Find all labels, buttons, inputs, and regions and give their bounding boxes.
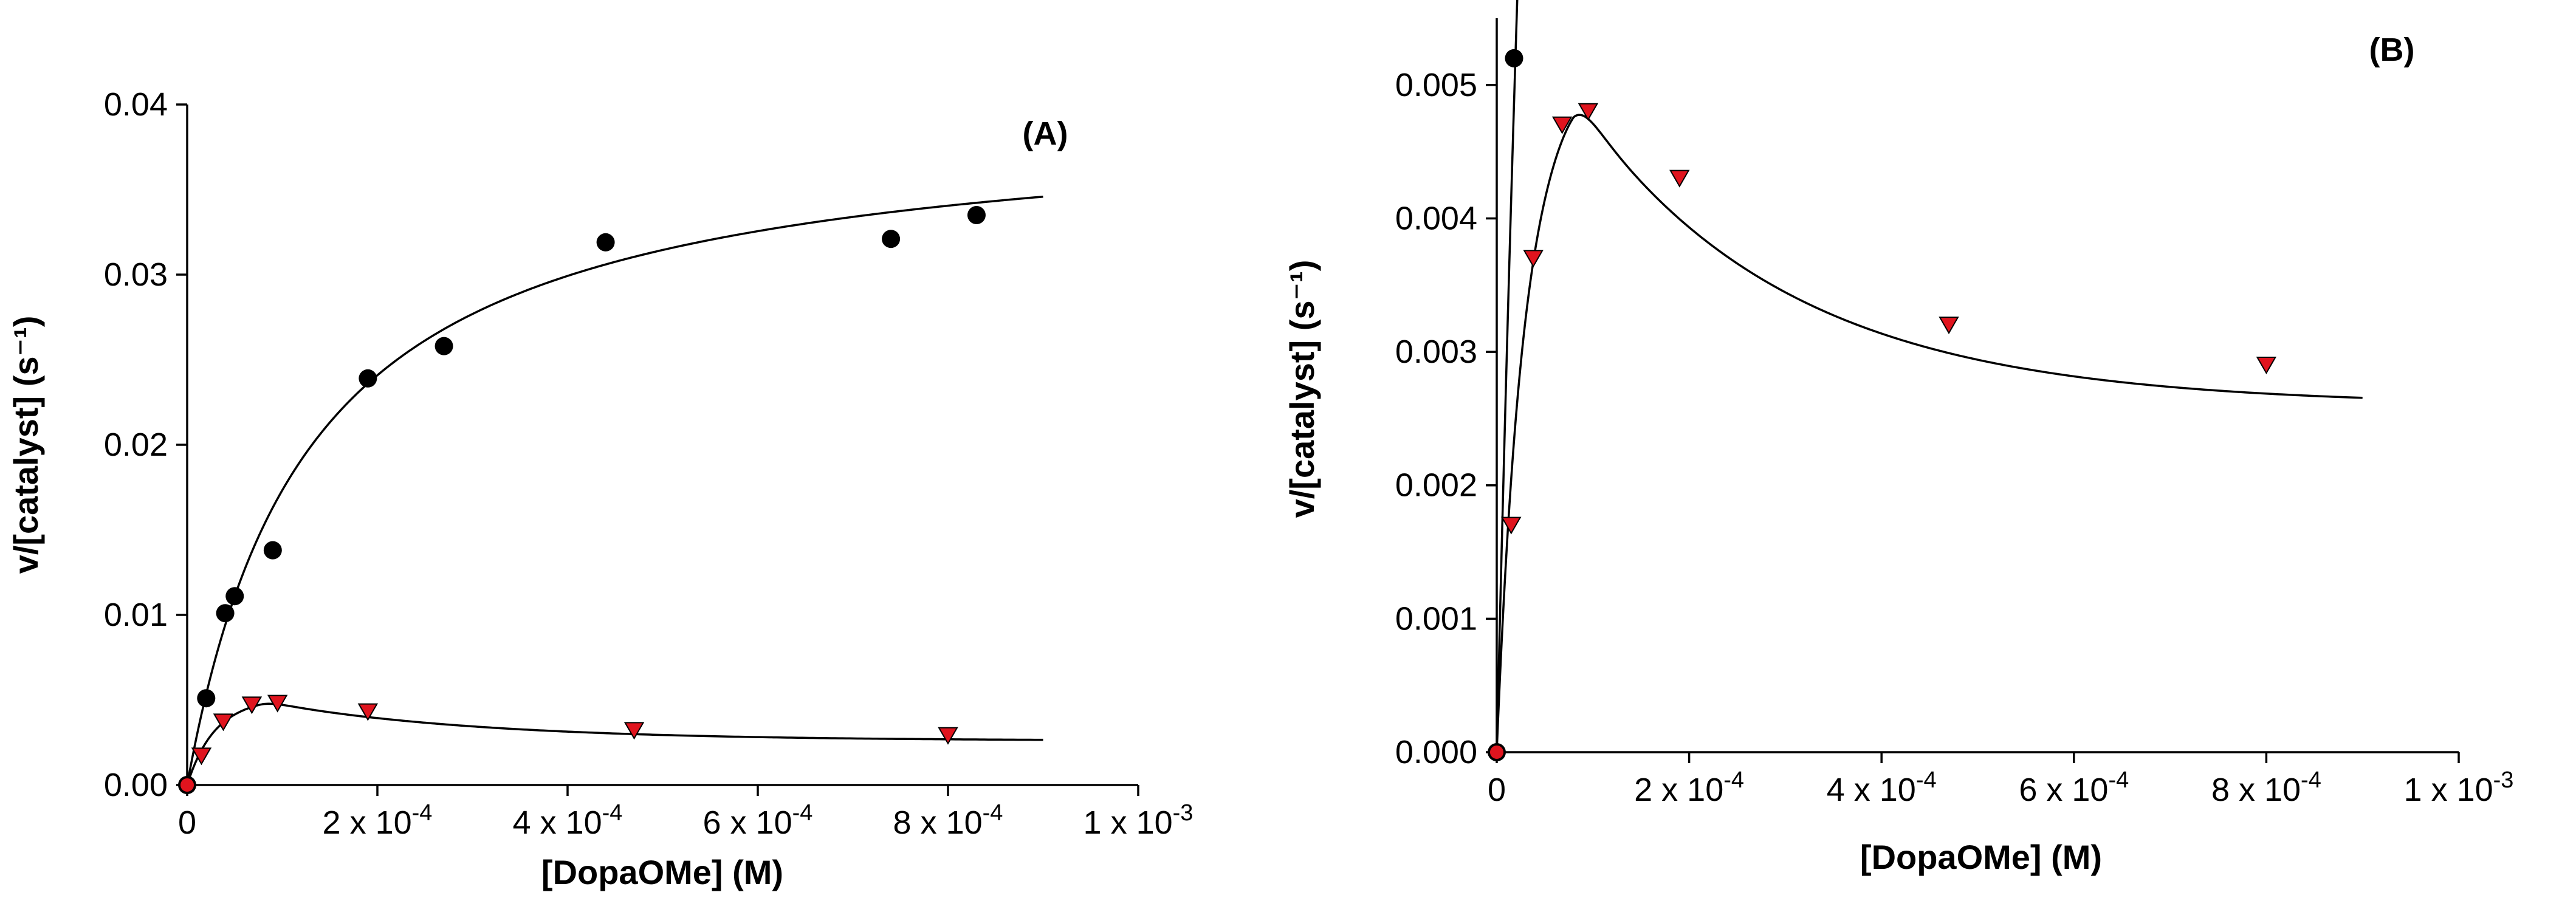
data-point-circle bbox=[1505, 49, 1523, 67]
data-point-triangle bbox=[213, 713, 234, 732]
data-point-triangle bbox=[2256, 357, 2277, 375]
y-tick-label: 0.00 bbox=[104, 767, 168, 803]
data-point-triangle bbox=[191, 747, 212, 766]
fit-curve-red bbox=[1496, 114, 2363, 752]
data-point-circle bbox=[216, 604, 235, 623]
data-point-circle bbox=[359, 369, 377, 388]
data-point-triangle bbox=[1501, 516, 1522, 535]
data-point-circle bbox=[967, 206, 986, 224]
x-tick-label: 2 x 10-4 bbox=[1634, 767, 1744, 808]
panel-label: (B) bbox=[2369, 32, 2415, 68]
data-point-triangle bbox=[1669, 170, 1690, 188]
data-point-origin bbox=[1489, 744, 1505, 760]
y-tick-label: 0.004 bbox=[1395, 200, 1477, 236]
x-tick-label: 8 x 10-4 bbox=[893, 800, 1003, 841]
data-point-triangle bbox=[1939, 317, 1959, 335]
x-tick-label: 4 x 10-4 bbox=[1827, 767, 1937, 808]
x-tick-label: 1 x 10-3 bbox=[2404, 767, 2514, 808]
data-point-triangle bbox=[241, 696, 263, 715]
data-point-circle bbox=[263, 541, 282, 560]
y-tick-label: 0.03 bbox=[104, 256, 168, 293]
data-point-triangle bbox=[1578, 103, 1599, 121]
data-point-triangle bbox=[1523, 250, 1544, 268]
x-tick-label: 8 x 10-4 bbox=[2211, 767, 2321, 808]
data-point-triangle bbox=[267, 694, 288, 713]
x-tick-label: 6 x 10-4 bbox=[703, 800, 813, 841]
y-axis-title: v/[catalyst] (s⁻¹) bbox=[7, 316, 45, 574]
x-tick-label: 0 bbox=[178, 804, 196, 841]
y-tick-label: 0.02 bbox=[104, 427, 168, 463]
x-tick-label: 2 x 10-4 bbox=[323, 800, 433, 841]
data-point-circle bbox=[434, 337, 453, 355]
y-tick-label: 0.002 bbox=[1395, 467, 1477, 504]
x-tick-label: 0 bbox=[1488, 772, 1506, 808]
panel-a: 0.00 0.01 0.02 0.03 0.04 0 2 x 10-4 4 x 10-4 6 x… bbox=[7, 86, 1193, 891]
x-tick-label: 6 x 10-4 bbox=[2019, 767, 2129, 808]
x-tick-label: 1 x 10-3 bbox=[1084, 800, 1194, 841]
panel-label: (A) bbox=[1023, 115, 1068, 152]
data-point-circle bbox=[225, 587, 244, 606]
x-tick-label: 4 x 10-4 bbox=[513, 800, 623, 841]
x-axis-title: [DopaOMe] (M) bbox=[1860, 838, 2102, 876]
y-axis-title: v/[catalyst] (s⁻¹) bbox=[1283, 260, 1321, 518]
data-point-triangle bbox=[938, 727, 958, 745]
panel-b: 0.000 0.001 0.002 0.003 0.004 0.005 0 2 x 10-4 4… bbox=[1283, 0, 2513, 876]
y-tick-label: 0.04 bbox=[104, 86, 168, 123]
y-tick-label: 0.005 bbox=[1395, 67, 1477, 103]
data-point-triangle bbox=[623, 722, 645, 740]
data-point-triangle bbox=[1551, 116, 1573, 134]
y-tick-label: 0.01 bbox=[104, 597, 168, 633]
fit-curve-black bbox=[186, 195, 1043, 786]
fit-curve-red bbox=[186, 702, 1043, 786]
data-point-circle bbox=[197, 689, 216, 708]
x-axis-title: [DopaOMe] (M) bbox=[541, 853, 783, 891]
y-tick-label: 0.001 bbox=[1395, 600, 1477, 637]
y-tick-label: 0.000 bbox=[1395, 734, 1477, 770]
data-point-circle bbox=[882, 230, 901, 249]
data-point-triangle bbox=[357, 703, 379, 721]
data-point-circle bbox=[596, 233, 615, 252]
data-point-origin bbox=[179, 777, 195, 793]
y-tick-label: 0.003 bbox=[1395, 334, 1477, 370]
